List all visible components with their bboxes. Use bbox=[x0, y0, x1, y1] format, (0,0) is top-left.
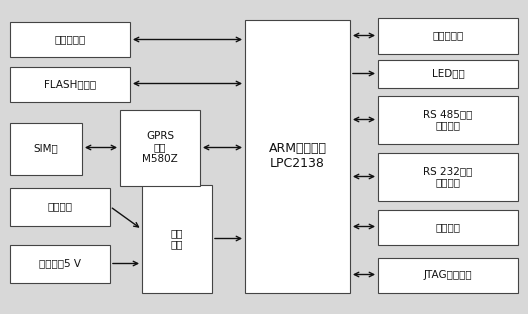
Text: 红外收发: 红外收发 bbox=[436, 222, 460, 232]
Bar bbox=[10, 21, 130, 57]
Text: LED指示: LED指示 bbox=[431, 68, 464, 78]
Text: 电源
转换: 电源 转换 bbox=[171, 228, 183, 249]
Bar bbox=[10, 187, 110, 225]
Bar bbox=[378, 18, 518, 53]
Text: FLASH存储器: FLASH存储器 bbox=[44, 79, 96, 89]
Bar bbox=[245, 19, 350, 293]
Text: 系统电源5 V: 系统电源5 V bbox=[39, 258, 81, 268]
Bar bbox=[378, 153, 518, 201]
Text: 大相电能表: 大相电能表 bbox=[432, 30, 464, 41]
Bar bbox=[10, 67, 130, 101]
Bar bbox=[10, 122, 82, 175]
Bar bbox=[142, 185, 212, 293]
Bar bbox=[378, 59, 518, 88]
Text: 铁电存储器: 铁电存储器 bbox=[54, 34, 86, 44]
Bar bbox=[120, 110, 200, 186]
Bar bbox=[378, 257, 518, 293]
Bar bbox=[378, 209, 518, 245]
Bar bbox=[378, 95, 518, 143]
Text: JTAG仿真接口: JTAG仿真接口 bbox=[423, 270, 473, 280]
Bar bbox=[10, 245, 110, 283]
Text: ARM微处理器
LPC2138: ARM微处理器 LPC2138 bbox=[269, 142, 326, 170]
Text: GPRS
模块
M580Z: GPRS 模块 M580Z bbox=[142, 131, 178, 164]
Text: SIM卡: SIM卡 bbox=[34, 143, 59, 154]
Text: 备用电池: 备用电池 bbox=[48, 202, 72, 212]
Text: RS 485串行
通信接口: RS 485串行 通信接口 bbox=[423, 109, 473, 130]
Text: RS 232串行
调试接口: RS 232串行 调试接口 bbox=[423, 166, 473, 187]
